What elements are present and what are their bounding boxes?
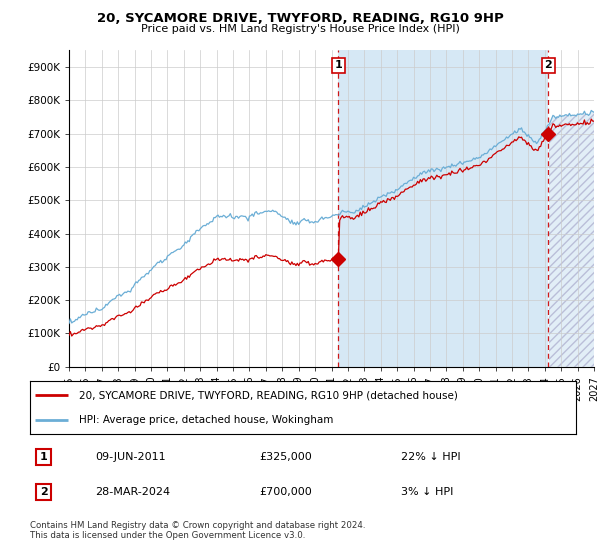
Text: 28-MAR-2024: 28-MAR-2024 <box>95 487 170 497</box>
Text: 1: 1 <box>334 60 342 71</box>
Bar <box>338 50 548 367</box>
Text: 20, SYCAMORE DRIVE, TWYFORD, READING, RG10 9HP (detached house): 20, SYCAMORE DRIVE, TWYFORD, READING, RG… <box>79 390 458 400</box>
Text: 1: 1 <box>40 452 47 462</box>
Text: 09-JUN-2011: 09-JUN-2011 <box>95 452 166 462</box>
Text: 2: 2 <box>544 60 552 71</box>
Text: £700,000: £700,000 <box>259 487 312 497</box>
Text: £325,000: £325,000 <box>259 452 312 462</box>
Text: 2: 2 <box>40 487 47 497</box>
Text: 22% ↓ HPI: 22% ↓ HPI <box>401 452 461 462</box>
Text: Contains HM Land Registry data © Crown copyright and database right 2024.
This d: Contains HM Land Registry data © Crown c… <box>30 521 365 540</box>
Text: HPI: Average price, detached house, Wokingham: HPI: Average price, detached house, Woki… <box>79 414 334 424</box>
Text: 3% ↓ HPI: 3% ↓ HPI <box>401 487 454 497</box>
Text: 20, SYCAMORE DRIVE, TWYFORD, READING, RG10 9HP: 20, SYCAMORE DRIVE, TWYFORD, READING, RG… <box>97 12 503 25</box>
Text: Price paid vs. HM Land Registry's House Price Index (HPI): Price paid vs. HM Land Registry's House … <box>140 24 460 34</box>
